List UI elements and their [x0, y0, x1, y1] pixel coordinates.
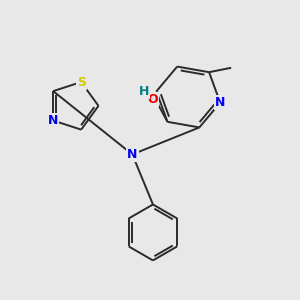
Text: N: N — [215, 96, 225, 109]
Text: O: O — [147, 93, 158, 106]
Text: N: N — [48, 114, 58, 127]
Text: N: N — [127, 148, 137, 161]
Text: S: S — [77, 76, 86, 88]
Text: H: H — [139, 85, 149, 98]
